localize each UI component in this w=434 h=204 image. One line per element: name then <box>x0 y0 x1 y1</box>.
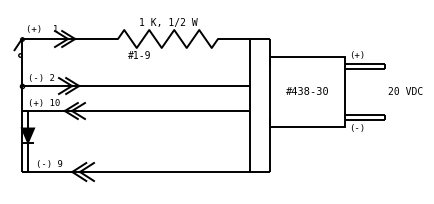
Text: #1-9: #1-9 <box>128 51 151 61</box>
Text: (-) 9: (-) 9 <box>36 160 63 169</box>
Text: (+)  1: (+) 1 <box>26 25 58 34</box>
Text: #438-30: #438-30 <box>285 87 329 97</box>
Text: 20 VDC: 20 VDC <box>387 87 422 97</box>
Text: 1 K, 1/2 W: 1 K, 1/2 W <box>138 18 197 28</box>
Text: (-) 2: (-) 2 <box>28 74 55 83</box>
Text: (+) 10: (+) 10 <box>28 99 60 108</box>
Text: (-): (-) <box>348 124 364 133</box>
Text: (+): (+) <box>348 51 364 60</box>
Bar <box>270 57 344 127</box>
Polygon shape <box>22 129 34 143</box>
